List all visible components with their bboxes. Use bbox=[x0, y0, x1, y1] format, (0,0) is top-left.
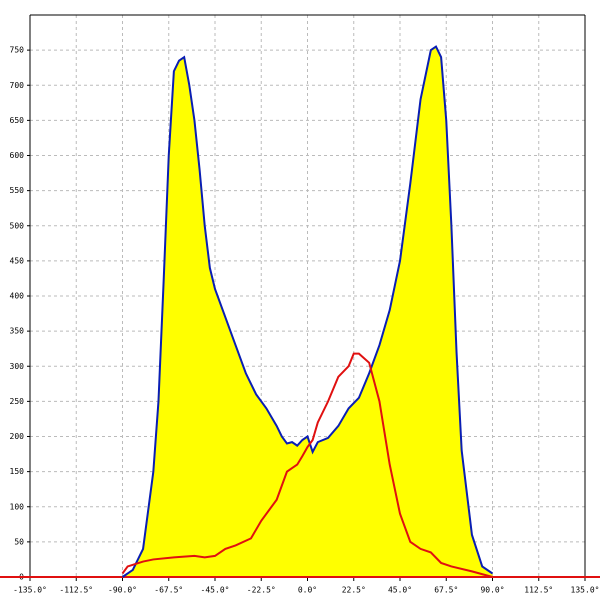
line bbox=[121, 352, 493, 578]
y-tick-label: 400 bbox=[10, 292, 25, 301]
x-tick-label: 67.5° bbox=[434, 586, 458, 595]
y-tick-label: 100 bbox=[10, 502, 25, 511]
x-tick-label: 90.0° bbox=[480, 586, 504, 595]
y-tick-label: 50 bbox=[14, 537, 24, 546]
y-tick-label: 350 bbox=[10, 327, 25, 336]
x-tick-label: 22.5° bbox=[342, 586, 366, 595]
line bbox=[121, 45, 494, 578]
x-tick-label: -112.5° bbox=[59, 586, 93, 595]
x-tick-label: -45.0° bbox=[201, 586, 230, 595]
x-tick-label: 45.0° bbox=[388, 586, 412, 595]
x-tick-label: -22.5° bbox=[247, 586, 276, 595]
y-tick-label: 450 bbox=[10, 256, 25, 265]
y-tick-label: 300 bbox=[10, 362, 25, 371]
y-tick-label: 700 bbox=[10, 81, 25, 90]
x-tick-label: 135.0° bbox=[571, 586, 600, 595]
y-tick-label: 500 bbox=[10, 221, 25, 230]
x-tick-label: -67.5° bbox=[154, 586, 183, 595]
y-tick-label: 650 bbox=[10, 116, 25, 125]
y-tick-label: 150 bbox=[10, 467, 25, 476]
x-tick-label: 112.5° bbox=[524, 586, 553, 595]
y-tick-label: 750 bbox=[10, 46, 25, 55]
x-tick-label: 0.0° bbox=[298, 586, 317, 595]
area-fill bbox=[122, 46, 493, 578]
y-tick-label: 250 bbox=[10, 397, 25, 406]
y-tick-label: 200 bbox=[10, 432, 25, 441]
y-tick-label: 600 bbox=[10, 151, 25, 160]
y-tick-label: 550 bbox=[10, 186, 25, 195]
x-tick-label: -135.0° bbox=[13, 586, 47, 595]
x-tick-label: -90.0° bbox=[108, 586, 137, 595]
